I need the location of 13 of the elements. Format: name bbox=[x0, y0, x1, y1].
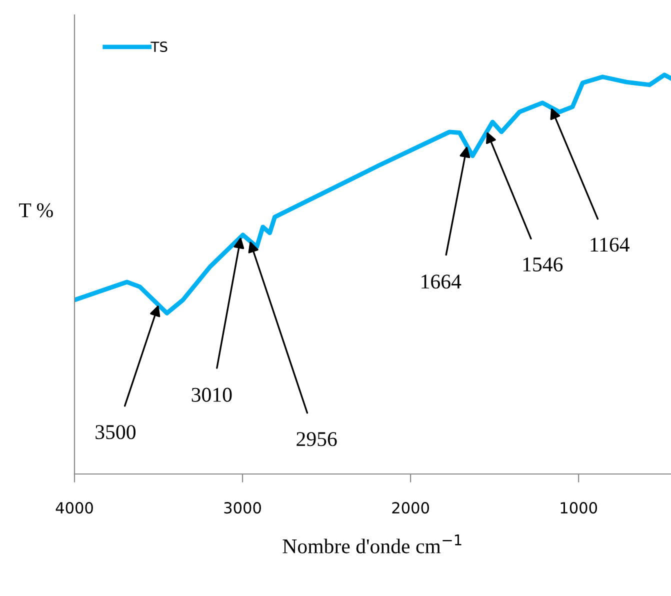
x-tick-label: 3000 bbox=[224, 502, 261, 514]
annotation: 1546 bbox=[523, 257, 563, 272]
legend-label: TS bbox=[150, 42, 168, 52]
x-axis-title: Nombre d'onde cm$^{−1}$ bbox=[282, 534, 462, 554]
y-axis-title: T % bbox=[19, 203, 53, 218]
annotation: 3010 bbox=[192, 388, 232, 402]
x-tick-label: 2000 bbox=[392, 502, 429, 514]
annotation: 1664 bbox=[422, 274, 462, 289]
annotation: 3500 bbox=[96, 425, 136, 440]
x-tick-label: 4000 bbox=[56, 502, 93, 514]
x-tick-label: 1000 bbox=[560, 502, 598, 514]
annotation: 2956 bbox=[296, 432, 337, 446]
annotation: 1164 bbox=[590, 238, 630, 252]
